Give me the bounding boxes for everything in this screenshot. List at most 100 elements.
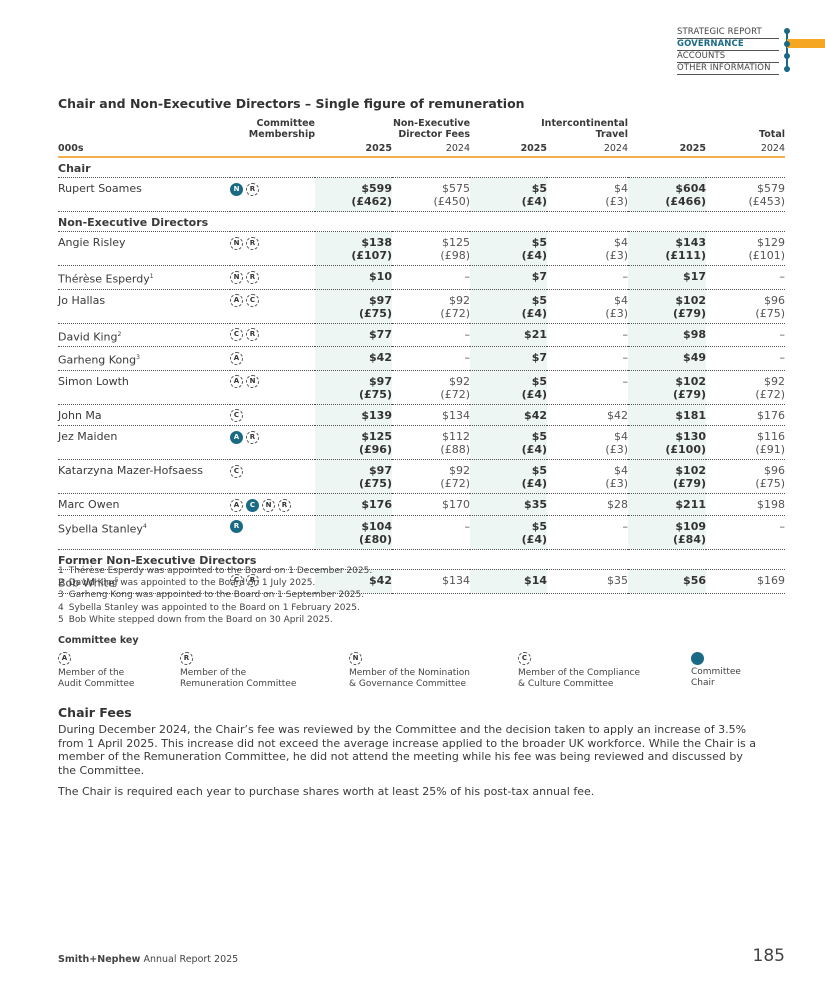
value: $134: [442, 573, 471, 587]
value: $198: [757, 498, 786, 512]
director-name: Jez Maiden: [58, 430, 118, 444]
value: $125: [361, 430, 392, 444]
value-cell: $96 (£75): [706, 459, 786, 495]
year: 2025: [470, 143, 548, 158]
name-cell: Jez Maiden: [58, 425, 230, 461]
footnotes: 1 Thérèse Esperdy was appointed to the Bo…: [58, 565, 372, 626]
value: $575: [442, 182, 471, 195]
committee-badge: R: [246, 430, 259, 444]
value: $49: [683, 351, 707, 365]
line: Non-Executive: [392, 118, 471, 129]
value: $5: [531, 182, 548, 195]
value: $42: [369, 573, 392, 587]
row: Simon Lowth A N $97 (£75) $92 (£72) $5 (£4) – $102…: [58, 370, 786, 405]
committee-badge: N: [262, 498, 275, 512]
value-cell: $35: [547, 569, 629, 594]
footer: Smith+Nephew Annual Report 2025: [58, 954, 238, 965]
value-cell: –: [706, 346, 786, 371]
committee-badge: N: [230, 182, 243, 196]
value: $5: [531, 464, 548, 478]
value-cell: $134: [392, 404, 471, 427]
section-heading: Non-Executive Directors: [58, 211, 786, 232]
value: $4: [614, 236, 629, 249]
committee-badge: A: [230, 294, 243, 308]
value: $181: [675, 408, 707, 422]
value-cell: $92 (£72): [392, 459, 471, 495]
committee-cell: A: [230, 346, 315, 371]
director-name: John Ma: [58, 408, 102, 422]
value: –: [779, 351, 786, 365]
heading: Chair Fees: [58, 705, 132, 720]
note-ref: 3: [136, 354, 140, 362]
value: $35: [524, 498, 548, 512]
committee-badge: C: [246, 498, 259, 512]
committee-badge: C: [230, 328, 243, 342]
key-text: Member of the: [58, 668, 125, 678]
value-cell: –: [392, 346, 471, 371]
paragraph: During December 2024, the Chair’s fee wa…: [58, 723, 756, 777]
footnote-num: 1: [58, 566, 64, 576]
row: Sybella Stanley4 R $104 (£80) – $5 (£4) – $109 (£…: [58, 515, 786, 550]
value: $28: [607, 498, 629, 512]
footnote-num: 2: [58, 578, 64, 589]
section-row: Chair: [58, 157, 786, 178]
value-cell: $604 (£466): [628, 177, 707, 212]
name-cell: Marc Owen: [58, 493, 230, 516]
value: (£3): [605, 443, 629, 457]
value: (£75): [358, 306, 392, 320]
name-cell: Simon Lowth: [58, 370, 230, 405]
table-title: Chair and Non-Executive Directors – Sing…: [58, 96, 525, 111]
value-cell: $5 (£4): [470, 289, 548, 324]
remuneration-table: Committee Membership Non-Executive Director…: [58, 118, 786, 594]
director-name: Thérèse Esperdy: [58, 272, 150, 286]
value-cell: $181: [628, 404, 707, 427]
value: (£4): [521, 249, 548, 262]
value: $169: [757, 573, 786, 587]
value-cell: $42: [470, 404, 548, 427]
value-cell: $139: [315, 404, 392, 427]
value-cell: $198: [706, 493, 786, 516]
group-label: Non-Executive Director Fees: [315, 118, 470, 143]
section-nav: STRATEGIC REPORT GOVERNANCE ACCOUNTS OTHER …: [677, 27, 779, 75]
value: (£75): [358, 387, 392, 401]
value: (£72): [440, 477, 471, 491]
name-cell: Bob White5: [58, 569, 230, 594]
name-cell: Rupert Soames: [58, 177, 230, 212]
director-name: Sybella Stanley: [58, 522, 143, 536]
value: (£4): [521, 443, 548, 457]
value: (£4): [521, 306, 548, 320]
value: $97: [369, 464, 392, 478]
value: –: [464, 327, 471, 341]
value: (£453): [748, 195, 786, 208]
value-cell: $109 (£84): [628, 515, 707, 550]
committee-badge: A: [230, 375, 243, 389]
nav-line: [786, 30, 788, 72]
value: (£75): [358, 477, 392, 491]
value: $7: [531, 270, 548, 283]
value-cell: $5 (£4): [470, 459, 548, 495]
committee-badge: N: [246, 375, 259, 389]
value-cell: $5 (£4): [470, 370, 548, 405]
value: $96: [764, 464, 786, 478]
chair-fees: Chair Fees During December 2024, the Chai…: [58, 705, 763, 807]
value: $134: [442, 408, 471, 422]
value: $102: [675, 374, 707, 388]
nav-item: STRATEGIC REPORT: [677, 27, 779, 39]
value: $579: [757, 182, 786, 195]
value: $104: [361, 519, 392, 533]
row: Jez Maiden A R $125 (£96) $112 (£88) $5 (£4) $4 (£…: [58, 425, 786, 461]
value-cell: –: [706, 265, 786, 290]
note-ref: 1: [149, 273, 154, 280]
committee-cell: C: [230, 404, 315, 427]
value: $4: [614, 464, 629, 478]
value: –: [622, 270, 629, 283]
value-cell: $49: [628, 346, 707, 371]
value: $92: [449, 464, 471, 478]
value: –: [464, 519, 471, 533]
value: $98: [683, 327, 707, 341]
value: (£79): [672, 387, 707, 401]
value: (£450): [433, 195, 471, 208]
value-cell: –: [392, 265, 471, 290]
